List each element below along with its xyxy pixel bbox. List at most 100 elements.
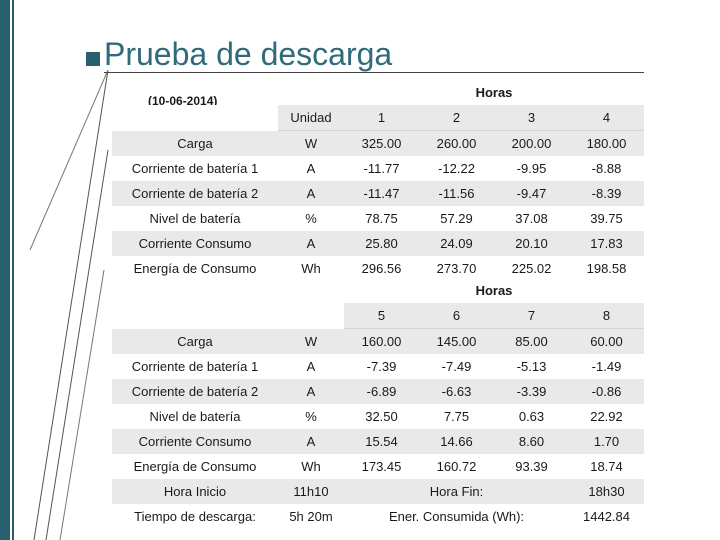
value-cell: 32.50 [365,409,398,424]
value-cell: 24.09 [419,231,494,256]
table-row: Corriente de batería 2 A -6.89 -6.63 -3.… [112,379,644,404]
value-cell: 173.45 [361,459,402,474]
value-cell: -11.56 [419,181,494,206]
unit-cell: A [278,379,344,404]
unit-cell: Wh [301,459,321,474]
table-row: Corriente de batería 1 A -7.39 -7.49 -5.… [112,354,644,379]
value-cell: 78.75 [365,211,398,226]
table-row: Carga W 325.00 260.00 200.00 180.00 [112,130,644,156]
left-accent-bar [0,0,10,540]
value-cell: -6.89 [344,379,419,404]
discharge-table-hours-1-4: Horas Unidad 1 2 3 4 Carga W 325.00 260.… [112,80,644,281]
value-cell: -3.39 [494,379,569,404]
hour-column-header: 3 [494,105,569,131]
value-cell: 37.08 [515,211,548,226]
value-cell: 57.29 [440,211,473,226]
value-cell: 14.66 [419,429,494,454]
hora-fin-label: Hora Fin: [419,479,494,504]
unit-cell: A [278,231,344,256]
energia-consumida-value: 1442.84 [583,509,630,524]
unit-cell: % [305,211,317,226]
value-cell: 296.56 [361,261,402,276]
unit-cell: Wh [301,261,321,276]
row-label: Carga [112,130,278,156]
tiempo-descarga-label: Tiempo de descarga: [134,509,256,524]
value-cell: -8.39 [569,181,644,206]
value-cell: 0.63 [518,409,545,424]
hora-fin-value: 18h30 [569,479,644,504]
unit-cell: A [278,181,344,206]
unit-cell: A [306,161,316,176]
hour-column-header: 5 [344,303,419,329]
value-cell: 20.10 [494,231,569,256]
value-cell: -6.63 [419,379,494,404]
unit-cell: % [305,409,317,424]
unit-cell: A [306,359,316,374]
table-row: Tiempo de descarga: 5h 20m Ener. Consumi… [112,504,644,529]
energia-consumida-label: Ener. Consumida (Wh): [388,509,525,524]
value-cell: -8.88 [591,161,622,176]
value-cell: 17.83 [569,231,644,256]
hora-inicio-value: 11h10 [278,479,344,504]
hora-inicio-label: Hora Inicio [112,479,278,504]
row-label: Corriente de batería 1 [131,359,259,374]
page-title: Prueba de descarga [104,36,393,72]
value-cell: 200.00 [494,130,569,156]
table-row: Hora Inicio 11h10 Hora Fin: 18h30 [112,479,644,504]
value-cell: 1.70 [569,429,644,454]
value-cell: 225.02 [511,261,552,276]
value-cell: -0.86 [569,379,644,404]
value-cell: 273.70 [436,261,477,276]
unit-header: Unidad [278,105,344,131]
row-label: Nivel de batería [149,409,241,424]
table-row: Corriente de batería 2 A -11.47 -11.56 -… [112,181,644,206]
value-cell: 180.00 [569,130,644,156]
value-cell: -7.39 [366,359,397,374]
table-row: Energía de Consumo Wh 296.56 273.70 225.… [112,256,644,281]
value-cell: 39.75 [590,211,623,226]
hour-column-header: 8 [569,303,644,329]
title-divider [104,72,644,73]
value-cell: -9.95 [516,161,547,176]
value-cell: 93.39 [515,459,548,474]
value-cell: 7.75 [443,409,470,424]
value-cell: -11.77 [363,161,400,176]
row-label: Energía de Consumo [133,261,257,276]
value-cell: -5.13 [516,359,547,374]
value-cell: 145.00 [419,328,494,354]
hour-column-header: 6 [419,303,494,329]
value-cell: -12.22 [438,161,475,176]
value-cell: 22.92 [590,409,623,424]
value-cell: 260.00 [419,130,494,156]
decorative-lines [29,69,109,540]
row-label: Corriente Consumo [112,231,278,256]
row-label: Corriente Consumo [112,429,278,454]
discharge-table-hours-5-8: Horas 5 6 7 8 Carga W 160.00 145.00 85.0… [112,278,644,529]
value-cell: 85.00 [494,328,569,354]
row-label: Corriente de batería 2 [112,379,278,404]
hour-column-header: 7 [494,303,569,329]
value-cell: 325.00 [344,130,419,156]
table-row: Energía de Consumo Wh 173.45 160.72 93.3… [112,454,644,479]
hours-header: Horas [475,283,513,298]
table-row: Nivel de batería % 78.75 57.29 37.08 39.… [112,206,644,231]
table-row: Corriente de batería 1 A -11.77 -12.22 -… [112,156,644,181]
value-cell: -11.47 [344,181,419,206]
table-row: Carga W 160.00 145.00 85.00 60.00 [112,328,644,354]
value-cell: 160.00 [344,328,419,354]
row-label: Energía de Consumo [133,459,257,474]
unit-cell: W [278,328,344,354]
flag-icon [86,52,100,66]
hour-column-header: 4 [569,105,644,131]
unit-cell: W [278,130,344,156]
row-label: Nivel de batería [149,211,241,226]
table-row: Nivel de batería % 32.50 7.75 0.63 22.92 [112,404,644,429]
value-cell: 160.72 [436,459,477,474]
value-cell: 198.58 [586,261,627,276]
hour-column-header: 2 [419,105,494,131]
value-cell: 8.60 [494,429,569,454]
tiempo-descarga-value: 5h 20m [289,509,333,524]
value-cell: 60.00 [569,328,644,354]
hours-header: Horas [475,85,513,100]
test-date: (10-06-2014) [148,94,218,108]
